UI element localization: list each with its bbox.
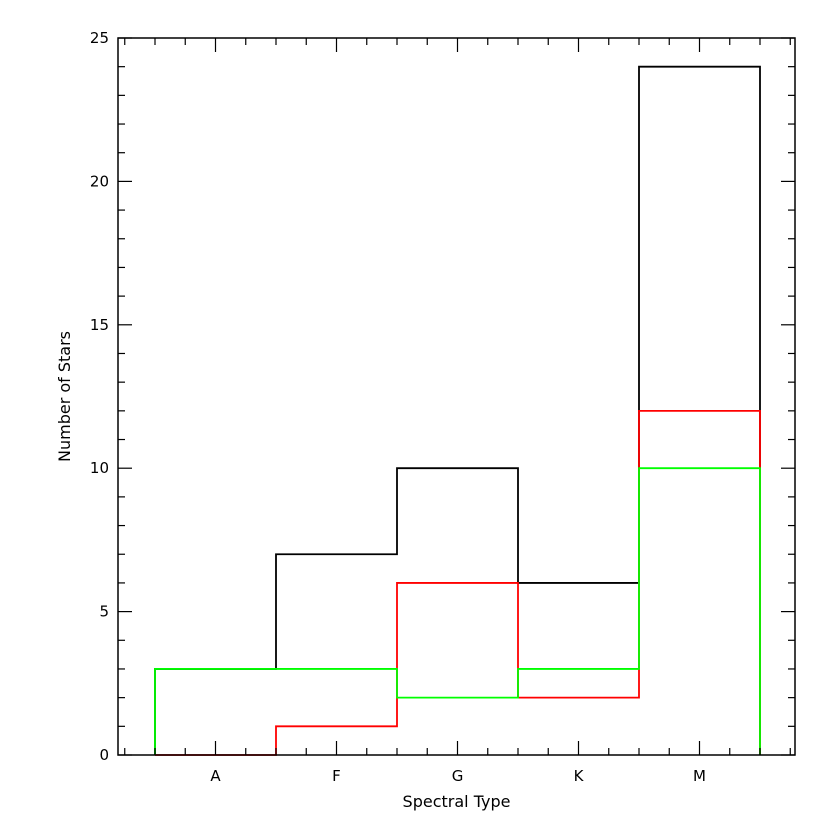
- x-tick-label: A: [210, 767, 221, 785]
- plot-frame: [117, 37, 796, 756]
- histogram-series-2: [155, 409, 761, 756]
- x-tick-label: M: [693, 767, 706, 785]
- y-tick-labels: 0 5 10 15 20 25: [90, 29, 109, 764]
- y-axis-title: Number of Stars: [55, 331, 74, 462]
- y-tick-label: 5: [99, 603, 109, 621]
- x-tick-label: G: [452, 767, 464, 785]
- y-tick-label: 10: [90, 459, 109, 477]
- x-tick-label: F: [332, 767, 341, 785]
- series-layer: [154, 65, 761, 756]
- x-axis-title: Spectral Type: [403, 792, 511, 811]
- y-tick-label: 15: [90, 316, 109, 334]
- x-tick-label: K: [574, 767, 585, 785]
- y-tick-label: 25: [90, 29, 109, 47]
- y-tick-label: 0: [99, 746, 109, 764]
- y-tick-label: 20: [90, 172, 109, 190]
- histogram-series-3: [154, 467, 761, 755]
- axis-ticks: [118, 37, 795, 756]
